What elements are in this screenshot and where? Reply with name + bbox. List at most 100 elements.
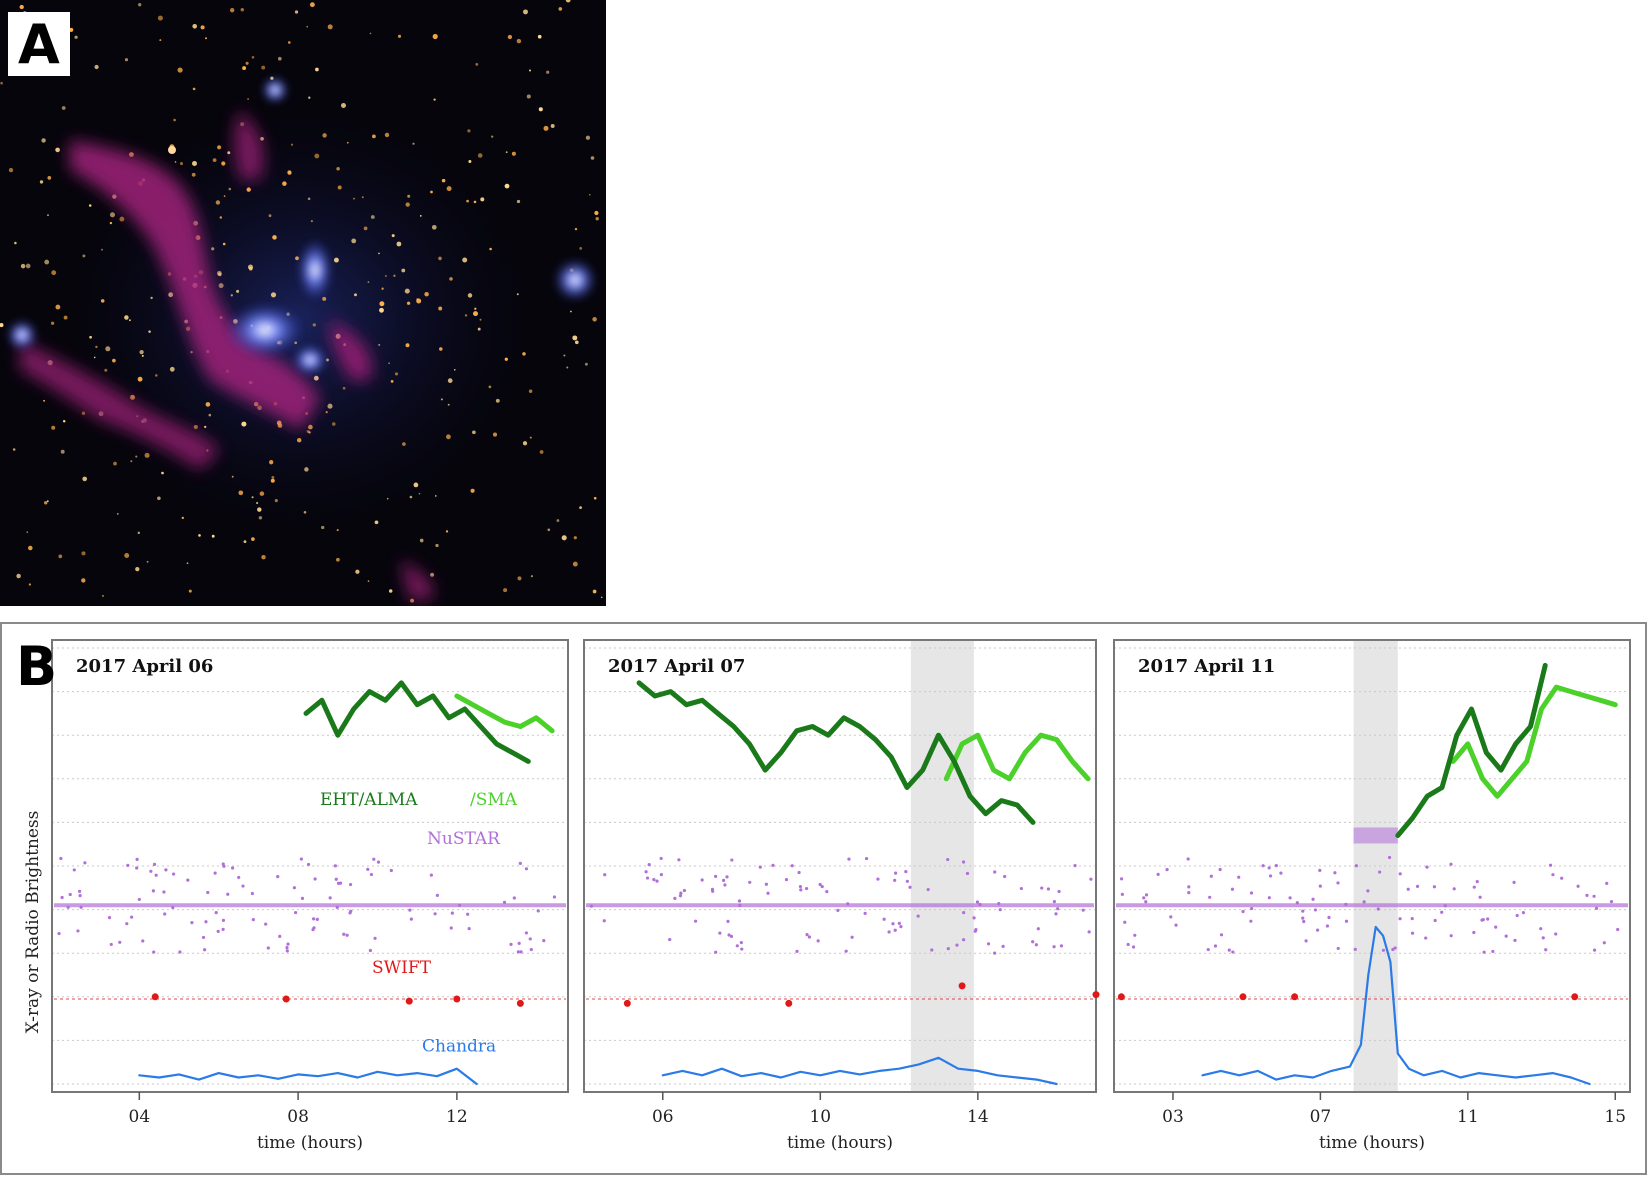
- nustar-point: [1544, 948, 1548, 952]
- swift-point: [1092, 991, 1100, 999]
- nustar-point: [1391, 947, 1395, 952]
- star: [268, 214, 272, 218]
- star: [228, 187, 232, 191]
- star: [522, 441, 528, 446]
- star: [208, 413, 212, 417]
- sma-series: [943, 732, 1091, 782]
- star: [304, 467, 309, 472]
- star: [355, 569, 360, 574]
- star: [81, 411, 86, 415]
- star: [313, 375, 319, 381]
- star: [325, 411, 328, 414]
- star: [406, 301, 411, 305]
- nustar-point: [589, 904, 594, 908]
- nustar-point: [251, 917, 255, 922]
- star: [312, 323, 316, 327]
- nustar-point: [693, 919, 698, 923]
- date-label: 2017 April 11: [1138, 656, 1275, 677]
- nustar-point: [1504, 934, 1508, 938]
- nustar-point: [60, 895, 64, 900]
- star: [336, 557, 340, 562]
- chandra-series: [138, 1067, 478, 1086]
- star: [361, 196, 364, 199]
- nustar-point: [844, 949, 848, 953]
- nustar-point: [312, 917, 316, 921]
- star: [19, 4, 24, 10]
- star: [550, 124, 555, 128]
- plot-frame: [583, 639, 1097, 1093]
- nustar-point: [825, 890, 829, 894]
- nustar-point: [955, 943, 959, 947]
- nustar-point: [516, 950, 520, 954]
- star: [503, 588, 508, 593]
- star: [386, 497, 389, 500]
- nustar-point: [130, 915, 134, 919]
- nustar-point: [524, 867, 529, 871]
- star: [405, 343, 410, 348]
- nustar-point: [512, 896, 516, 900]
- nustar-point: [1585, 893, 1589, 897]
- star: [169, 366, 175, 372]
- nustar-point: [1381, 948, 1386, 952]
- star: [391, 234, 395, 238]
- nustar-point: [552, 895, 557, 899]
- star: [236, 289, 240, 293]
- star: [453, 368, 456, 371]
- nustar-point: [368, 948, 373, 953]
- nustar-point: [213, 871, 217, 875]
- nustar-point: [1304, 939, 1308, 943]
- nustar-point: [278, 934, 282, 938]
- nustar-point: [1512, 880, 1516, 884]
- star: [488, 385, 492, 389]
- nustar-point: [1594, 906, 1599, 910]
- star: [150, 296, 153, 300]
- star: [396, 241, 402, 247]
- star: [579, 506, 582, 509]
- star: [294, 10, 299, 14]
- star: [441, 178, 446, 183]
- star: [430, 190, 433, 194]
- star: [369, 32, 372, 35]
- nustar-point: [1279, 871, 1283, 875]
- nustar-point: [1539, 927, 1543, 931]
- nustar-point: [433, 912, 437, 916]
- nustar-point: [328, 896, 332, 900]
- x-tick-label: 12: [446, 1107, 468, 1127]
- nustar-point: [1261, 864, 1265, 868]
- nustar-point: [1249, 891, 1254, 895]
- xray-composite-picture: [0, 0, 606, 606]
- star: [43, 399, 46, 402]
- nustar-point: [1206, 947, 1210, 952]
- star: [574, 340, 579, 345]
- star: [565, 0, 571, 3]
- nustar-point: [1209, 874, 1213, 878]
- star: [101, 248, 103, 251]
- nustar-point: [409, 917, 413, 921]
- star: [530, 575, 533, 578]
- eht-alma-series: [1395, 662, 1548, 838]
- nustar-point: [292, 886, 296, 890]
- nustar-point: [602, 919, 606, 923]
- date-label: 2017 April 06: [76, 656, 213, 677]
- nustar-point: [1554, 932, 1558, 936]
- nustar-point: [1513, 938, 1517, 942]
- star: [58, 554, 63, 559]
- star: [198, 534, 201, 537]
- nustar-point: [276, 874, 280, 879]
- star: [41, 138, 46, 143]
- plot-frame: [51, 639, 569, 1093]
- nustar-point: [221, 927, 225, 932]
- nustar-point: [518, 861, 522, 865]
- nustar-point: [154, 873, 158, 877]
- x-tick-label: 08: [287, 1107, 309, 1127]
- star: [261, 554, 266, 560]
- nustar-point: [893, 878, 897, 882]
- star: [159, 39, 162, 42]
- star: [370, 215, 375, 219]
- star: [418, 492, 421, 495]
- nustar-point: [978, 902, 982, 907]
- star: [270, 478, 275, 483]
- nustar-point: [206, 890, 210, 895]
- nustar-point: [372, 857, 376, 861]
- star: [295, 256, 299, 261]
